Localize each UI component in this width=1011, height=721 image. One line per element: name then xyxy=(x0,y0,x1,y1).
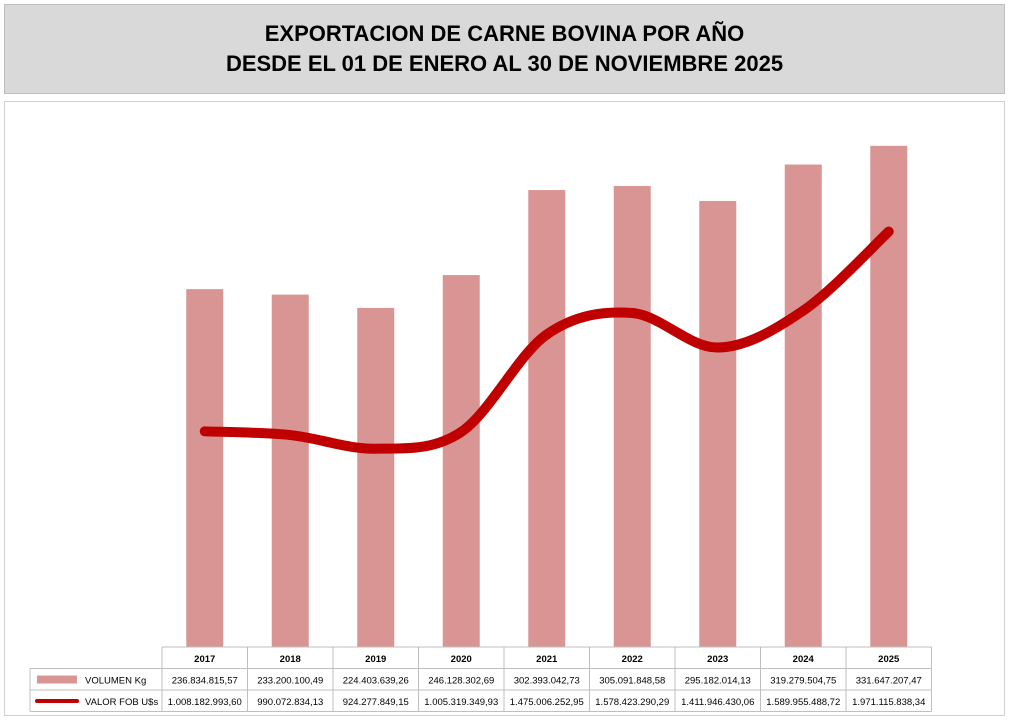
table-cell-valor-fob-2021: 1.475.006.252,95 xyxy=(510,697,584,708)
table-cell-valor-fob-2018: 990.072.834,13 xyxy=(257,697,323,708)
table-cell-volumen-2025: 331.647.207,47 xyxy=(856,676,922,687)
bar-2023 xyxy=(699,200,737,648)
bar-2025 xyxy=(870,145,908,647)
table-cell-volumen-2024: 319.279.504,75 xyxy=(770,676,836,687)
table-cell-volumen-2023: 295.182.014,13 xyxy=(685,676,751,687)
table-cell-volumen-2019: 224.403.639,26 xyxy=(343,676,409,687)
chart-title-line-1: EXPORTACION DE CARNE BOVINA POR AÑO xyxy=(264,21,745,46)
table-cell-valor-fob-2019: 924.277.849,15 xyxy=(343,697,409,708)
legend-label-volumen: VOLUMEN Kg xyxy=(85,676,146,687)
table-cell-volumen-2017: 236.834.815,57 xyxy=(172,676,238,687)
table-cell-volumen-2018: 233.200.100,49 xyxy=(257,676,323,687)
table-cell-valor-fob-2017: 1.008.182.993,60 xyxy=(168,697,242,708)
table-cell-volumen-2021: 302.393.042,73 xyxy=(514,676,580,687)
table-year-2020: 2020 xyxy=(451,654,472,665)
table-year-2023: 2023 xyxy=(707,654,728,665)
title-box: EXPORTACION DE CARNE BOVINA POR AÑO DESD… xyxy=(4,4,1005,94)
bar-2017 xyxy=(186,289,224,647)
bar-2019 xyxy=(357,307,395,647)
chart-title-line-2: DESDE EL 01 DE ENERO AL 30 DE NOVIEMBRE … xyxy=(225,51,784,76)
bar-2022 xyxy=(613,185,651,647)
table-year-2017: 2017 xyxy=(194,654,215,665)
bar-2018 xyxy=(271,294,309,647)
legend-key-volumen xyxy=(37,675,77,684)
table-year-2018: 2018 xyxy=(280,654,301,665)
table-cell-valor-fob-2020: 1.005.319.349,93 xyxy=(424,697,498,708)
bar-2024 xyxy=(784,164,822,647)
table-cell-volumen-2022: 305.091.848,58 xyxy=(599,676,665,687)
bar-2020 xyxy=(442,275,480,647)
table-year-2019: 2019 xyxy=(365,654,386,665)
bar-2021 xyxy=(528,190,566,647)
chart-area xyxy=(4,101,1005,716)
table-cell-valor-fob-2022: 1.578.423.290,29 xyxy=(595,697,669,708)
table-cell-valor-fob-2023: 1.411.946.430,06 xyxy=(681,697,754,708)
table-year-2021: 2021 xyxy=(536,654,558,665)
table-cell-valor-fob-2024: 1.589.955.488,72 xyxy=(766,697,840,708)
table-cell-valor-fob-2025: 1.971.115.838,34 xyxy=(852,697,925,708)
legend-label-valor-fob: VALOR FOB U$s xyxy=(85,697,158,708)
table-year-2024: 2024 xyxy=(793,654,815,665)
table-cell-volumen-2020: 246.128.302,69 xyxy=(428,676,494,687)
table-year-2022: 2022 xyxy=(622,654,643,665)
table-year-2025: 2025 xyxy=(878,654,900,665)
